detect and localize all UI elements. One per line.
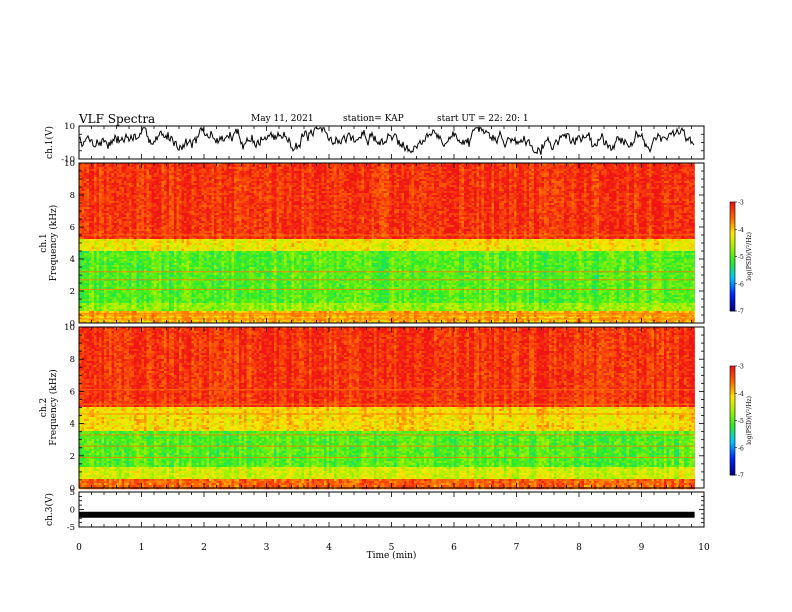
y-axis-label: ch.3(V) [44,493,55,526]
ch1-trace [79,128,694,155]
ch3-waveform-panel: 5 0 -5 ch.3(V) [44,488,704,533]
x-tick-label: 4 [326,543,332,553]
y-tick-label: 4 [70,420,75,430]
y-tick-label: 10 [64,122,75,132]
x-tick-label: 7 [514,543,520,553]
colorbar-tick-label: -4 [738,391,744,398]
x-tick-label: 8 [576,543,582,553]
y-tick-label: -5 [67,523,75,533]
colorbar-tick-label: -5 [738,418,744,425]
x-tick-label: 1 [139,543,145,553]
y-tick-label: 8 [70,355,75,365]
x-tick-label: 0 [76,543,82,553]
y-tick-label: 6 [70,223,75,233]
colorbar-tick-label: -6 [738,281,744,288]
y-tick-label: 0 [70,506,75,516]
colorbar-tick-label: -7 [738,309,744,316]
x-tick-label: 6 [451,543,457,553]
y-tick-label: 2 [70,287,75,297]
x-tick-label: 3 [264,543,270,553]
y-tick-label: 10 [64,159,75,169]
y-tick-label: 6 [70,387,75,397]
panel-frame [79,492,704,527]
vlf-figure: 10-10ch.1(V) 0246810ch.1 Frequency (kHz) … [0,0,792,612]
colorbar-tick-label: -3 [738,364,744,371]
y-tick-label: 5 [70,488,75,498]
colorbar-tick-label: -5 [738,254,744,261]
colorbar-tick-label: -4 [738,227,744,234]
colorbar-tick-label: -6 [738,445,744,452]
y-axis-label: ch.1(V) [44,126,55,159]
colorbars: -3 -4 -5 -6 -7 log(PSD)(V²/Hz) -3 -4 -5 -6 -7 log(P… [730,200,753,480]
colorbar-label: log(PSD)(V²/Hz) [746,396,753,445]
ch3-trace [79,512,695,518]
x-tick-label: 9 [639,543,645,553]
colorbar-tick-label: -3 [738,200,744,207]
y-tick-label: 10 [64,323,75,333]
y-tick-label: 8 [70,191,75,201]
y-tick-label: 4 [70,255,75,265]
x-tick-label: 2 [201,543,207,553]
channel-label: ch.1 [39,233,49,252]
x-axis-label: Time (min) [367,550,417,561]
y-tick-label: 2 [70,452,75,462]
x-tick-label: 10 [698,543,710,553]
colorbar-label: log(PSD)(V²/Hz) [746,232,753,281]
channel-label: ch.2 [39,398,49,417]
colorbar-tick-label: -7 [738,473,744,480]
frequency-axis-label: Frequency (kHz) [48,205,59,282]
frequency-axis-label: Frequency (kHz) [48,369,59,446]
